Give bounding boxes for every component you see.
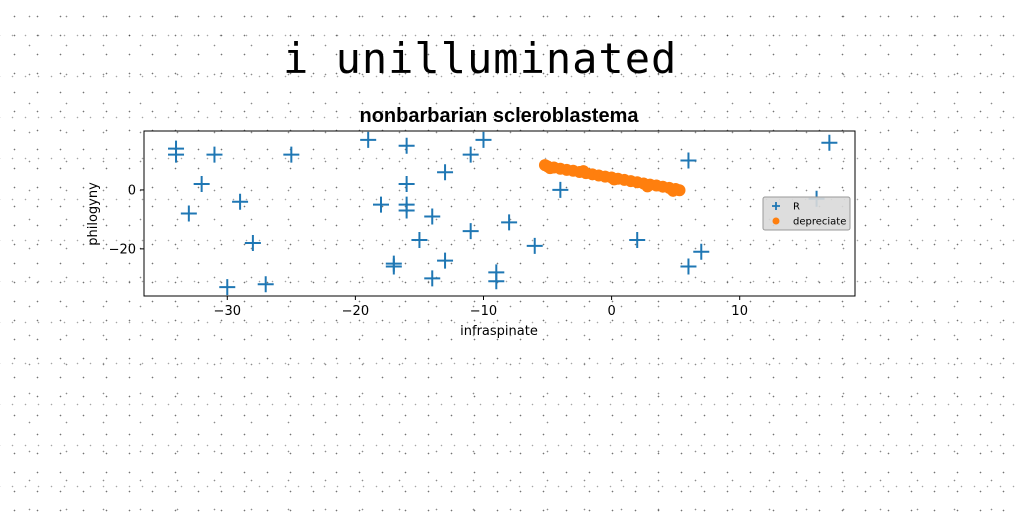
data-point [219, 279, 236, 296]
y-tick-label: 0 [128, 183, 136, 198]
data-point [373, 196, 389, 213]
legend-marker [772, 217, 780, 225]
data-point [641, 180, 654, 193]
data-point [424, 208, 441, 225]
data-point [680, 258, 697, 275]
data-point [552, 181, 569, 198]
data-point [398, 202, 415, 219]
x-tick-label: −30 [214, 304, 241, 319]
data-point [501, 214, 518, 231]
data-point [462, 223, 479, 240]
data-point [462, 146, 479, 163]
data-point [257, 276, 274, 293]
data-point [667, 184, 680, 197]
y-axis: −20 0 [109, 183, 144, 257]
x-tick-label: −20 [342, 304, 369, 319]
data-point [398, 137, 415, 154]
legend-entry: R [793, 202, 800, 213]
data-series [168, 131, 838, 296]
x-axis-label: infraspinate [460, 324, 538, 339]
data-point [180, 205, 197, 222]
legend-entry: depreciate [793, 217, 846, 228]
data-point [206, 146, 223, 163]
data-point [693, 243, 710, 260]
data-point [488, 273, 505, 290]
legend-box [762, 196, 851, 231]
data-point [577, 165, 590, 178]
y-axis-label: philogyny [86, 182, 101, 246]
legend-marker [772, 202, 780, 210]
data-point [680, 152, 697, 169]
data-point [526, 237, 543, 254]
data-point [232, 193, 249, 210]
x-tick-label: −10 [470, 304, 497, 319]
x-tick-label: 10 [731, 304, 748, 319]
data-point [544, 162, 557, 175]
data-point [437, 164, 454, 181]
data-point [821, 134, 838, 151]
data-point [398, 176, 415, 193]
data-point [360, 131, 377, 148]
data-point [437, 252, 454, 269]
data-point [244, 234, 261, 251]
page-headline: i unilluminated [283, 34, 678, 83]
chart-title: nonbarbarian scleroblastema [360, 105, 640, 127]
series-2 [538, 159, 686, 197]
data-point [283, 146, 300, 163]
data-point [424, 270, 441, 287]
data-point [475, 131, 492, 148]
data-point [629, 232, 646, 249]
data-point [411, 232, 428, 249]
series-1 [168, 131, 838, 296]
x-tick-label: 0 [607, 304, 615, 319]
plot-area [143, 130, 856, 297]
data-point [608, 173, 621, 186]
y-tick-label: −20 [109, 242, 136, 257]
data-point [193, 176, 210, 193]
data-point [168, 146, 185, 163]
x-axis: −30 −20 −10 0 10 [214, 296, 748, 319]
data-point [385, 258, 402, 275]
